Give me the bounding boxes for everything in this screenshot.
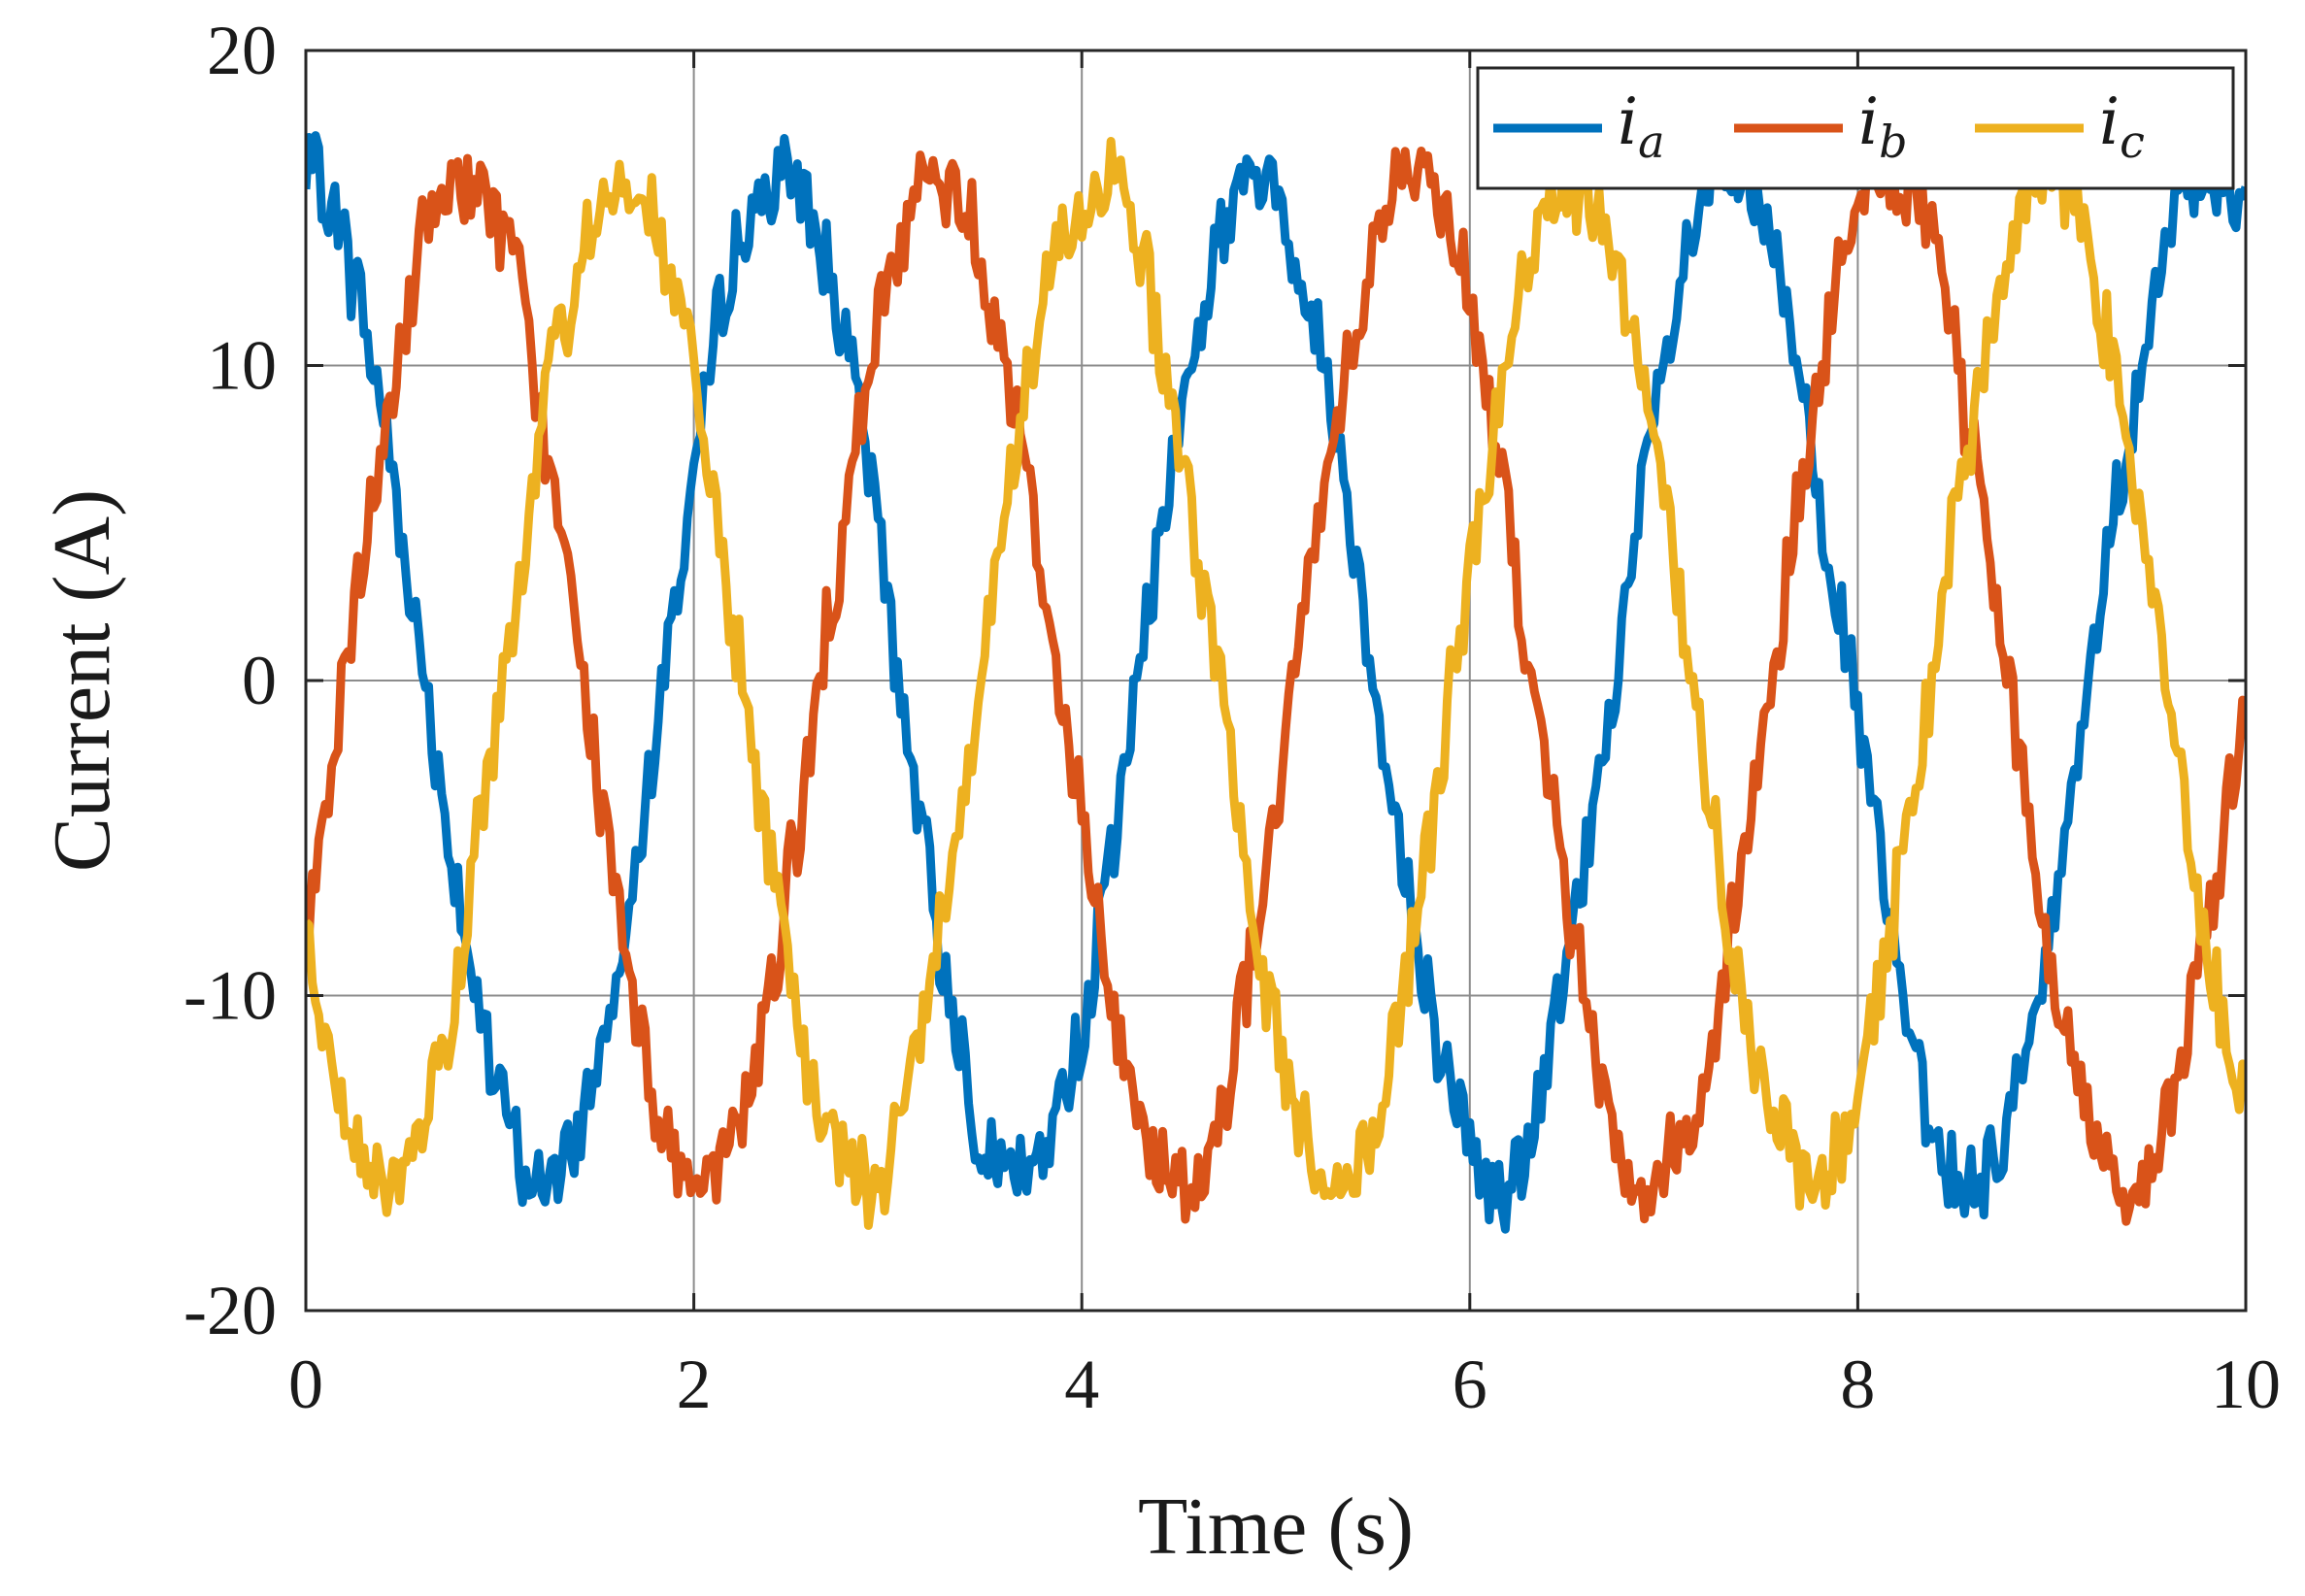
x-tick-label: 10 [2211, 1346, 2281, 1423]
series-line-ic [306, 137, 2246, 1230]
y-tick-label: 20 [207, 12, 277, 89]
y-axis-title: Current (A) [37, 489, 127, 872]
legend-label-ia: ia [1618, 84, 1665, 168]
x-tick-label: 0 [288, 1346, 323, 1423]
y-tick-label: -10 [184, 957, 277, 1035]
y-tick-label: -20 [184, 1272, 277, 1349]
x-axis-title: Time (s) [1138, 1481, 1414, 1572]
x-tick-label: 6 [1453, 1346, 1487, 1423]
x-tick-label: 8 [1840, 1346, 1875, 1423]
axis-ticks: 0 2 4 6 8 10 20 10 0 -10 -20 [184, 12, 2281, 1423]
y-tick-label: 0 [242, 642, 277, 719]
y-tick-label: 10 [207, 327, 277, 405]
legend-label-ib: ib [1858, 84, 1908, 168]
series-line-ia [306, 131, 2246, 1234]
legend-box [1476, 66, 2235, 190]
x-tick-label: 4 [1064, 1346, 1099, 1423]
x-tick-label: 2 [677, 1346, 712, 1423]
legend: ia ib ic [1476, 66, 2235, 190]
legend-label-ic: ic [2099, 84, 2145, 168]
